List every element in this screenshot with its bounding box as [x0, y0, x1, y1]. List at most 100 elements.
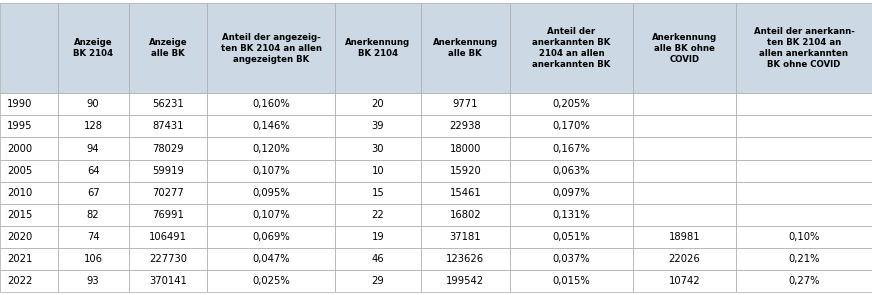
Text: 370141: 370141	[149, 276, 187, 286]
Text: 128: 128	[84, 122, 103, 131]
Bar	[129, 93, 208, 115]
Bar	[510, 137, 633, 160]
Text: 59919: 59919	[152, 165, 184, 176]
Bar	[129, 270, 208, 292]
Text: 0,069%: 0,069%	[252, 232, 290, 242]
Bar	[510, 160, 633, 182]
Bar	[736, 115, 872, 137]
Bar	[58, 115, 129, 137]
Bar	[510, 93, 633, 115]
Bar	[335, 115, 421, 137]
Text: Anteil der angezeig-
ten BK 2104 an allen
angezeigten BK: Anteil der angezeig- ten BK 2104 an alle…	[221, 32, 322, 64]
Bar	[58, 3, 129, 93]
Bar	[736, 270, 872, 292]
Text: 20: 20	[371, 99, 385, 109]
Text: 30: 30	[371, 143, 385, 153]
Bar	[510, 204, 633, 226]
Bar	[633, 182, 736, 204]
Text: 74: 74	[87, 232, 99, 242]
Text: 10742: 10742	[669, 276, 700, 286]
Bar	[736, 3, 872, 93]
Bar	[208, 204, 335, 226]
Text: 70277: 70277	[152, 188, 184, 198]
Bar	[421, 182, 510, 204]
Text: 0,10%: 0,10%	[788, 232, 820, 242]
Text: 0,051%: 0,051%	[553, 232, 590, 242]
Bar	[335, 204, 421, 226]
Bar	[0, 3, 58, 93]
Text: 106491: 106491	[149, 232, 187, 242]
Text: 15: 15	[371, 188, 385, 198]
Text: 15461: 15461	[449, 188, 481, 198]
Text: 2015: 2015	[7, 210, 32, 220]
Bar	[633, 137, 736, 160]
Bar	[58, 182, 129, 204]
Text: 78029: 78029	[153, 143, 184, 153]
Bar	[58, 137, 129, 160]
Text: 0,063%: 0,063%	[553, 165, 590, 176]
Text: 0,015%: 0,015%	[553, 276, 590, 286]
Text: 9771: 9771	[453, 99, 478, 109]
Bar	[129, 226, 208, 248]
Bar	[335, 226, 421, 248]
Text: 18000: 18000	[450, 143, 481, 153]
Text: 0,095%: 0,095%	[252, 188, 290, 198]
Bar	[129, 137, 208, 160]
Text: 16802: 16802	[449, 210, 481, 220]
Text: 0,21%: 0,21%	[788, 254, 820, 264]
Bar	[736, 182, 872, 204]
Text: 15920: 15920	[449, 165, 481, 176]
Text: 37181: 37181	[449, 232, 481, 242]
Bar	[208, 248, 335, 270]
Text: 22938: 22938	[449, 122, 481, 131]
Bar	[208, 115, 335, 137]
Bar	[58, 160, 129, 182]
Text: 2010: 2010	[7, 188, 32, 198]
Bar	[0, 160, 58, 182]
Bar	[129, 115, 208, 137]
Bar	[129, 160, 208, 182]
Bar	[335, 3, 421, 93]
Text: 82: 82	[87, 210, 99, 220]
Bar	[208, 270, 335, 292]
Bar	[208, 182, 335, 204]
Text: 0,047%: 0,047%	[252, 254, 290, 264]
Bar	[421, 226, 510, 248]
Text: 93: 93	[87, 276, 99, 286]
Text: Anteil der anerkann-
ten BK 2104 an
allen anerkannten
BK ohne COVID: Anteil der anerkann- ten BK 2104 an alle…	[753, 27, 855, 69]
Text: 90: 90	[87, 99, 99, 109]
Text: 76991: 76991	[152, 210, 184, 220]
Text: 22: 22	[371, 210, 385, 220]
Bar	[736, 248, 872, 270]
Bar	[208, 137, 335, 160]
Bar	[0, 137, 58, 160]
Text: 0,120%: 0,120%	[252, 143, 290, 153]
Bar	[633, 93, 736, 115]
Text: 0,160%: 0,160%	[252, 99, 290, 109]
Text: 0,167%: 0,167%	[553, 143, 590, 153]
Bar	[736, 204, 872, 226]
Text: 46: 46	[371, 254, 385, 264]
Text: 94: 94	[87, 143, 99, 153]
Text: 2021: 2021	[7, 254, 32, 264]
Bar	[58, 226, 129, 248]
Text: 29: 29	[371, 276, 385, 286]
Text: 199542: 199542	[446, 276, 484, 286]
Bar	[208, 3, 335, 93]
Bar	[633, 204, 736, 226]
Bar	[736, 160, 872, 182]
Bar	[58, 204, 129, 226]
Text: 0,205%: 0,205%	[553, 99, 590, 109]
Bar	[633, 115, 736, 137]
Bar	[510, 226, 633, 248]
Bar	[633, 160, 736, 182]
Text: 2022: 2022	[7, 276, 32, 286]
Bar	[510, 248, 633, 270]
Text: 0,107%: 0,107%	[252, 210, 290, 220]
Bar	[421, 93, 510, 115]
Text: Anzeige
BK 2104: Anzeige BK 2104	[73, 38, 113, 58]
Text: 0,107%: 0,107%	[252, 165, 290, 176]
Bar	[0, 182, 58, 204]
Text: 0,025%: 0,025%	[252, 276, 290, 286]
Bar	[0, 226, 58, 248]
